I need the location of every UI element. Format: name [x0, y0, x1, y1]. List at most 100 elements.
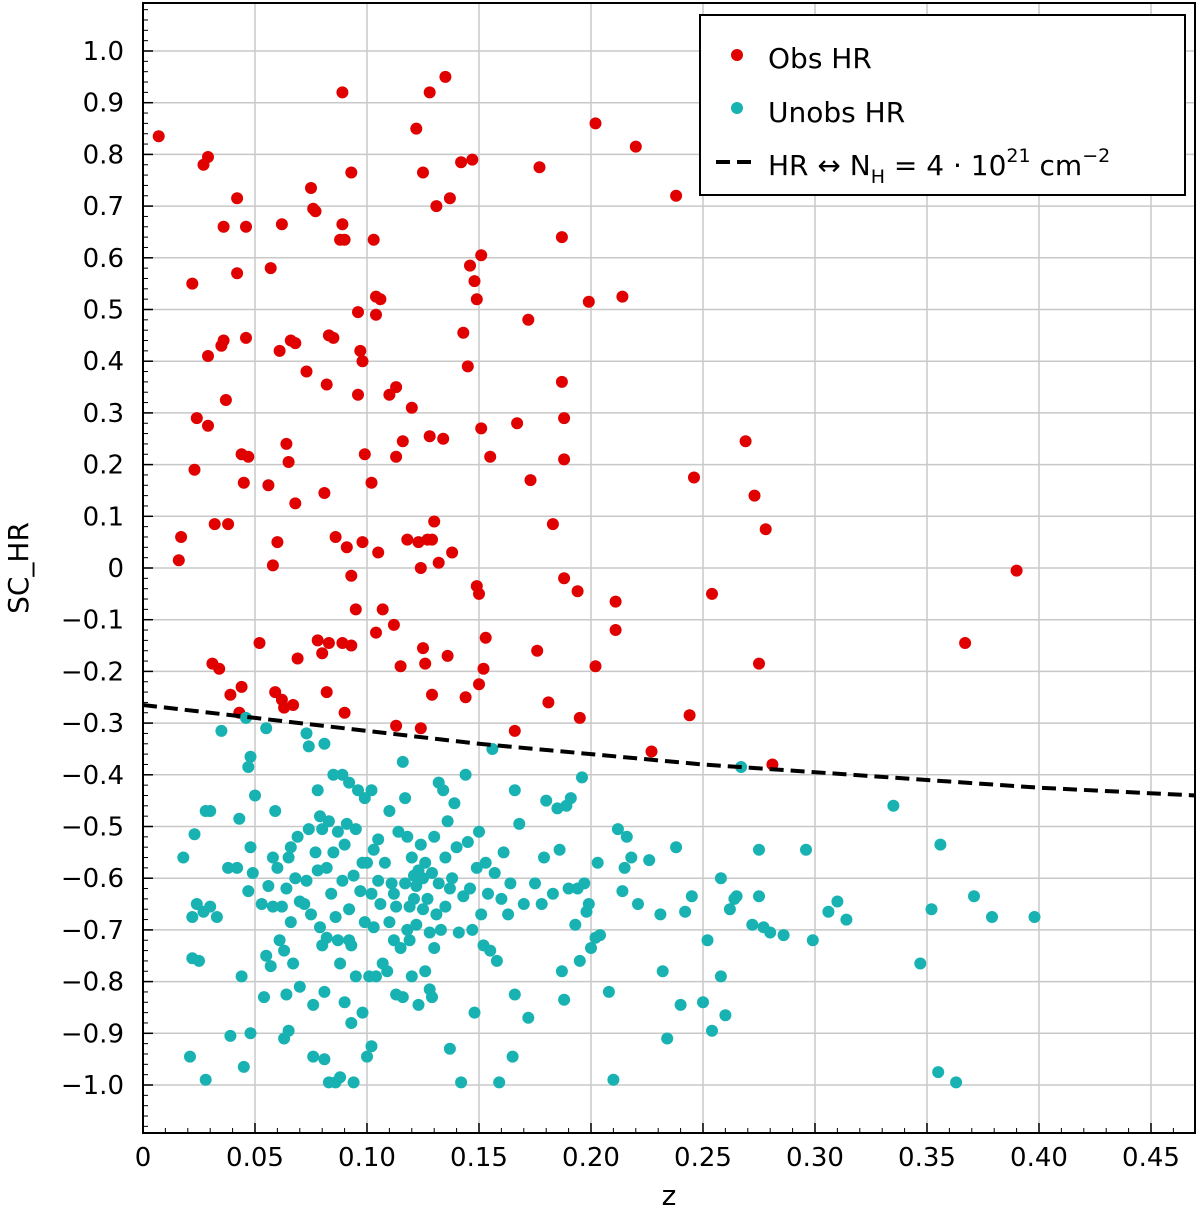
unobs-hr-point — [378, 856, 391, 869]
obs-hr-point — [349, 603, 362, 616]
obs-hr-point — [466, 153, 479, 166]
y-tick-label: −0.5 — [61, 813, 124, 843]
unobs-hr-point — [419, 856, 432, 869]
unobs-hr-point — [457, 890, 470, 903]
y-tick-label: −0.3 — [61, 709, 124, 739]
unobs-hr-point — [282, 851, 295, 864]
obs-hr-point — [217, 334, 230, 347]
x-tick-label: 0.20 — [562, 1143, 620, 1173]
unobs-hr-point — [300, 874, 313, 887]
x-tick-label: 0.45 — [1122, 1143, 1180, 1173]
unobs-hr-point — [314, 921, 326, 934]
obs-hr-point — [394, 660, 407, 673]
y-tick-label: −0.1 — [61, 606, 124, 636]
obs-hr-point — [289, 337, 302, 350]
unobs-hr-point — [504, 877, 517, 890]
obs-hr-point — [546, 518, 559, 531]
x-tick-label: 0 — [135, 1143, 152, 1173]
unobs-hr-point — [546, 887, 559, 900]
unobs-hr-point — [950, 1076, 963, 1089]
obs-hr-point — [432, 556, 445, 569]
unobs-hr-point — [190, 898, 203, 910]
unobs-hr-point — [262, 880, 275, 892]
obs-hr-point — [457, 326, 470, 339]
obs-hr-point — [352, 388, 364, 401]
obs-hr-point — [616, 290, 629, 303]
unobs-hr-point — [822, 905, 835, 918]
legend-line-label-unit-sup: −2 — [1082, 145, 1110, 167]
unobs-hr-point — [338, 996, 351, 1009]
obs-hr-point — [414, 722, 427, 735]
unobs-hr-point — [986, 911, 998, 923]
y-tick-label: 0.8 — [83, 140, 124, 170]
unobs-hr-point — [293, 980, 306, 993]
obs-hr-point — [426, 533, 438, 546]
unobs-hr-point — [777, 929, 790, 942]
unobs-hr-point — [452, 926, 465, 939]
x-tick-label: 0.40 — [1010, 1143, 1068, 1173]
obs-hr-point — [522, 313, 535, 326]
unobs-hr-point — [235, 970, 248, 983]
unobs-hr-point — [1028, 911, 1041, 923]
unobs-hr-point — [470, 861, 483, 874]
unobs-hr-point — [551, 802, 564, 815]
unobs-hr-point — [932, 1066, 945, 1079]
unobs-hr-point — [396, 991, 409, 1004]
unobs-hr-point — [914, 957, 927, 970]
unobs-hr-point — [459, 768, 472, 781]
unobs-hr-point — [356, 1006, 369, 1019]
unobs-hr-point — [331, 934, 344, 947]
unobs-hr-point — [714, 872, 727, 885]
obs-hr-point — [573, 711, 586, 724]
obs-hr-point — [437, 432, 450, 445]
legend-unobs-label: Unobs HR — [768, 96, 905, 129]
obs-hr-point — [253, 637, 266, 649]
obs-hr-point — [609, 624, 622, 636]
unobs-hr-point — [336, 874, 349, 887]
obs-hr-point — [473, 587, 485, 600]
legend-line-label-sub: H — [871, 166, 885, 188]
unobs-hr-point — [450, 841, 463, 854]
unobs-hr-point — [423, 926, 436, 939]
unobs-hr-point — [719, 1009, 732, 1022]
unobs-hr-point — [289, 872, 302, 885]
legend-line-label-mid: = 4 · 10 — [885, 149, 1006, 182]
unobs-hr-point — [387, 887, 400, 900]
unobs-hr-point — [390, 900, 403, 913]
unobs-hr-point — [365, 784, 378, 797]
obs-hr-point — [374, 293, 387, 306]
unobs-hr-point — [246, 867, 259, 879]
obs-hr-point — [190, 412, 203, 425]
unobs-hr-point — [441, 815, 454, 828]
unobs-hr-point — [399, 792, 412, 805]
obs-hr-point — [300, 365, 313, 378]
unobs-hr-point — [430, 908, 443, 921]
obs-hr-point — [202, 350, 214, 362]
unobs-hr-point — [184, 1050, 196, 1063]
obs-hr-point — [175, 531, 188, 543]
unobs-hr-point — [522, 1011, 535, 1024]
unobs-hr-point — [558, 993, 571, 1006]
legend-line-label-main: HR ↔ N — [768, 149, 871, 182]
unobs-hr-point — [611, 823, 624, 836]
unobs-hr-point — [443, 1042, 456, 1055]
obs-hr-point — [202, 151, 214, 163]
obs-hr-point — [414, 562, 427, 574]
obs-hr-point — [376, 603, 389, 616]
legend: Obs HR Unobs HR HR ↔ NH = 4 · 1021 cm−2 — [699, 14, 1186, 196]
unobs-hr-point — [562, 882, 575, 895]
legend-line-label: HR ↔ NH = 4 · 1021 cm−2 — [768, 145, 1110, 188]
unobs-hr-point — [674, 998, 687, 1011]
unobs-hr-point — [405, 851, 418, 864]
obs-hr-point — [262, 479, 275, 492]
y-axis-title: SC_HR — [2, 522, 35, 614]
obs-hr-point — [311, 634, 324, 647]
unobs-hr-point — [329, 911, 342, 923]
obs-hr-point — [354, 344, 367, 357]
unobs-hr-point — [685, 890, 698, 903]
obs-hr-point — [959, 637, 972, 649]
unobs-hr-point — [490, 954, 503, 967]
unobs-hr-point — [753, 890, 765, 903]
unobs-hr-point — [538, 851, 550, 864]
unobs-hr-point — [349, 823, 362, 836]
